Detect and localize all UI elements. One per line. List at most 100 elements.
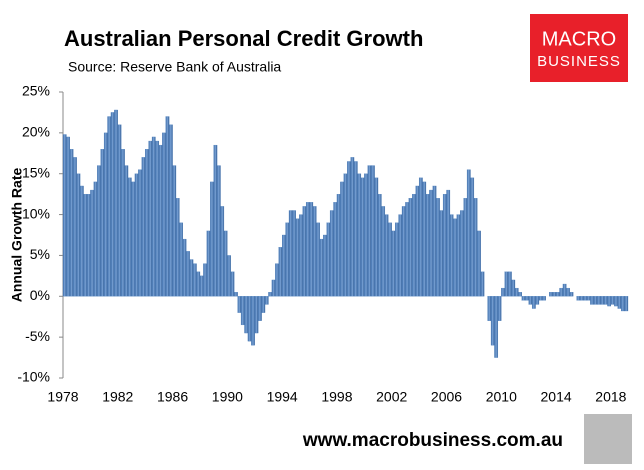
x-tick-label: 2006 xyxy=(431,389,462,405)
bar xyxy=(295,218,300,297)
bar xyxy=(220,206,225,297)
bar xyxy=(264,296,269,305)
bar xyxy=(418,177,423,297)
footer: www.macrobusiness.com.au xyxy=(302,430,563,451)
bar xyxy=(275,263,279,297)
y-tick-label: 20% xyxy=(22,124,50,140)
bar xyxy=(381,206,386,297)
bar xyxy=(124,165,129,297)
bar xyxy=(186,251,190,297)
bar xyxy=(542,296,546,301)
bar xyxy=(155,140,160,297)
bar xyxy=(442,193,447,297)
bar xyxy=(422,181,427,297)
bar xyxy=(86,193,91,297)
bar xyxy=(336,193,341,297)
bar xyxy=(480,271,485,297)
bar xyxy=(473,198,478,297)
bar xyxy=(76,173,81,297)
bar xyxy=(405,202,409,297)
bar xyxy=(364,173,368,297)
bar xyxy=(288,210,293,297)
bar xyxy=(305,202,310,297)
bar xyxy=(497,296,502,321)
y-tick-label: 25% xyxy=(22,83,50,99)
bar xyxy=(511,279,516,297)
bar xyxy=(401,206,406,297)
bar xyxy=(90,189,94,297)
y-tick-label: -10% xyxy=(17,369,50,385)
bar xyxy=(312,206,317,297)
bar xyxy=(141,157,146,297)
bar xyxy=(538,296,543,301)
bar xyxy=(244,296,249,334)
bar xyxy=(114,109,118,297)
bar xyxy=(282,234,286,297)
bar xyxy=(624,296,629,312)
bar xyxy=(388,222,392,297)
x-tick-label: 1978 xyxy=(47,389,78,405)
bar xyxy=(148,140,153,297)
bar xyxy=(470,177,475,297)
bar xyxy=(586,296,591,301)
x-tick-label: 1986 xyxy=(157,389,188,405)
bar xyxy=(79,185,84,297)
bar xyxy=(566,287,570,297)
bar xyxy=(579,296,584,301)
bar xyxy=(343,173,348,297)
bar xyxy=(127,177,132,297)
bar xyxy=(590,296,594,305)
bar xyxy=(316,222,320,297)
bar xyxy=(196,271,201,297)
bar xyxy=(203,263,207,297)
bar xyxy=(395,222,399,297)
bar xyxy=(456,214,461,297)
bar xyxy=(607,296,612,307)
bar xyxy=(107,116,112,297)
bar xyxy=(384,214,389,297)
bar xyxy=(347,161,351,297)
bar xyxy=(169,124,173,297)
bar xyxy=(597,296,601,305)
bar xyxy=(206,230,211,297)
bar xyxy=(569,292,574,297)
bar xyxy=(398,214,403,297)
bar xyxy=(614,296,618,307)
bar xyxy=(552,292,557,297)
bar xyxy=(610,296,615,305)
y-tick-label: 5% xyxy=(30,246,50,262)
logo-box xyxy=(530,14,628,82)
bar xyxy=(213,144,218,297)
bar xyxy=(292,210,296,297)
bar xyxy=(138,169,142,297)
y-tick-label: 15% xyxy=(22,164,50,180)
bar xyxy=(521,296,526,301)
bar xyxy=(559,287,564,297)
bar xyxy=(192,263,197,297)
bar xyxy=(117,124,122,297)
bar xyxy=(179,222,183,297)
bar xyxy=(562,283,567,297)
bar xyxy=(254,296,259,334)
bar xyxy=(145,149,149,297)
bar xyxy=(501,287,505,297)
bar xyxy=(525,296,529,301)
bar xyxy=(436,198,440,297)
bar xyxy=(528,296,533,305)
bar xyxy=(391,230,396,297)
bar xyxy=(477,230,481,297)
bar xyxy=(309,202,314,297)
bar xyxy=(100,149,105,297)
bar xyxy=(518,292,522,297)
x-tick-label: 2010 xyxy=(486,389,517,405)
bar xyxy=(83,193,88,297)
y-tick-label: 0% xyxy=(30,287,50,303)
bar xyxy=(429,189,433,297)
bar xyxy=(62,134,67,297)
bar xyxy=(69,149,74,297)
bar xyxy=(93,181,98,297)
bar xyxy=(432,185,437,297)
x-tick-label: 1994 xyxy=(267,389,298,405)
bar xyxy=(490,296,495,346)
